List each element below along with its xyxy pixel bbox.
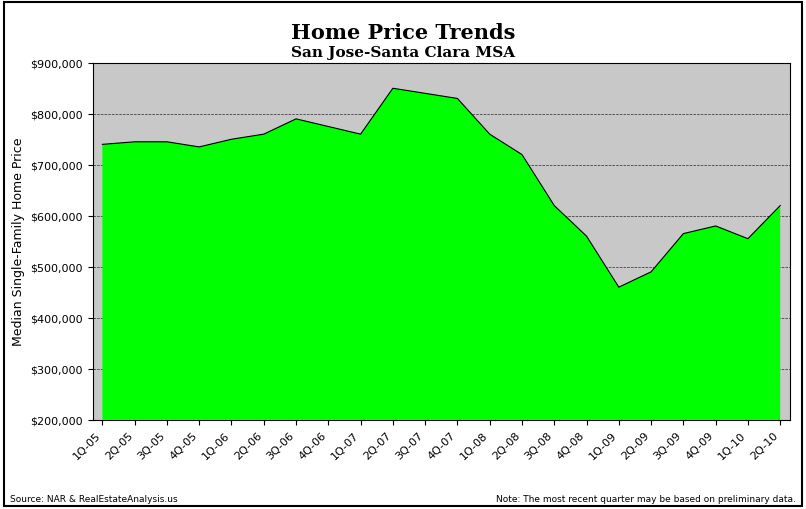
Text: Note: The most recent quarter may be based on preliminary data.: Note: The most recent quarter may be bas…: [496, 494, 796, 503]
Y-axis label: Median Single-Family Home Price: Median Single-Family Home Price: [12, 138, 25, 346]
Text: Home Price Trends: Home Price Trends: [291, 23, 515, 43]
Text: Source: NAR & RealEstateAnalysis.us: Source: NAR & RealEstateAnalysis.us: [10, 494, 177, 503]
Text: San Jose-Santa Clara MSA: San Jose-Santa Clara MSA: [291, 46, 515, 60]
